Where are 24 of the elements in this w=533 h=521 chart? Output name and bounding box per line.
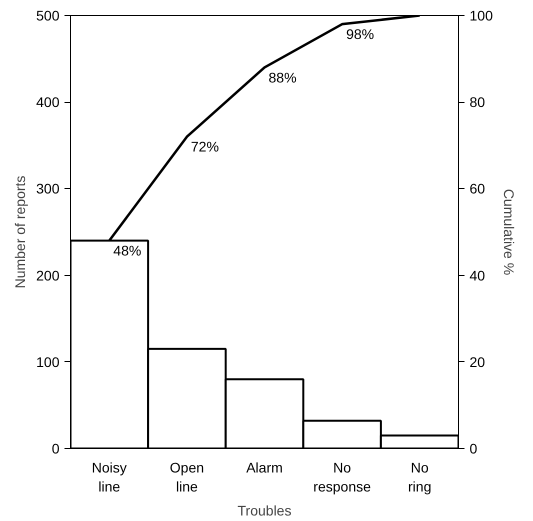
data-label: 98%: [346, 26, 374, 42]
y2-tick-label: 100: [470, 8, 494, 24]
y-tick-label: 100: [36, 354, 60, 370]
data-label: 72%: [190, 138, 219, 155]
y-tick-label: 200: [36, 267, 60, 284]
y2-tick-label: 40: [470, 267, 486, 284]
x-tick-label: Noisy line: [92, 460, 127, 495]
y2-tick-label: 60: [470, 180, 486, 197]
x-tick-label: No ring: [408, 460, 432, 495]
y2-tick-label: 20: [470, 354, 486, 370]
y-tick-label: 0: [52, 440, 60, 456]
y-tick-label: 400: [36, 94, 60, 110]
data-label: 88%: [268, 69, 297, 86]
y-tick-label: 500: [36, 8, 60, 24]
data-label: 48%: [113, 242, 142, 259]
x-tick-label: Alarm: [246, 460, 283, 476]
x-axis-title: Troubles: [238, 502, 292, 519]
y2-tick-label: 80: [470, 94, 486, 110]
x-tick-label: No response: [313, 460, 372, 495]
x-tick-label: Open line: [170, 460, 204, 495]
y2-axis-title: Cumulative %: [500, 188, 517, 276]
y-axis-title: Number of reports: [12, 176, 28, 288]
y2-tick-label: 0: [470, 440, 478, 456]
y-tick-label: 300: [36, 180, 60, 197]
